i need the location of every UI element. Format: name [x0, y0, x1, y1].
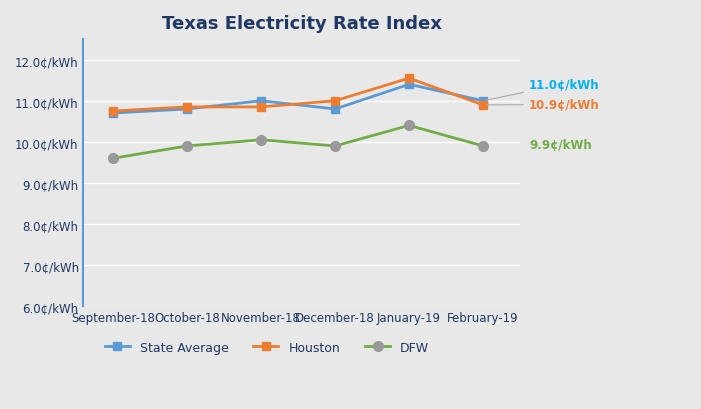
Line: Houston: Houston — [109, 75, 487, 116]
State Average — [331, 107, 339, 112]
Houston — [109, 109, 117, 114]
Text: 10.9¢/kWh: 10.9¢/kWh — [486, 99, 600, 112]
Houston — [183, 105, 191, 110]
State Average — [109, 111, 117, 116]
Line: DFW: DFW — [108, 121, 488, 164]
Houston — [479, 103, 487, 108]
Text: 9.9¢/kWh: 9.9¢/kWh — [529, 139, 592, 152]
State Average — [183, 107, 191, 112]
Title: Texas Electricity Rate Index: Texas Electricity Rate Index — [162, 15, 442, 33]
State Average — [405, 83, 414, 88]
State Average — [257, 99, 265, 104]
DFW — [183, 144, 191, 149]
DFW — [257, 138, 265, 143]
Legend: State Average, Houston, DFW: State Average, Houston, DFW — [100, 336, 434, 359]
Houston — [405, 76, 414, 81]
Houston — [257, 105, 265, 110]
Text: 11.0¢/kWh: 11.0¢/kWh — [486, 79, 599, 101]
DFW — [479, 144, 487, 149]
DFW — [405, 124, 414, 128]
Houston — [331, 99, 339, 104]
State Average — [479, 99, 487, 104]
DFW — [331, 144, 339, 149]
Line: State Average: State Average — [109, 81, 487, 118]
DFW — [109, 156, 117, 161]
